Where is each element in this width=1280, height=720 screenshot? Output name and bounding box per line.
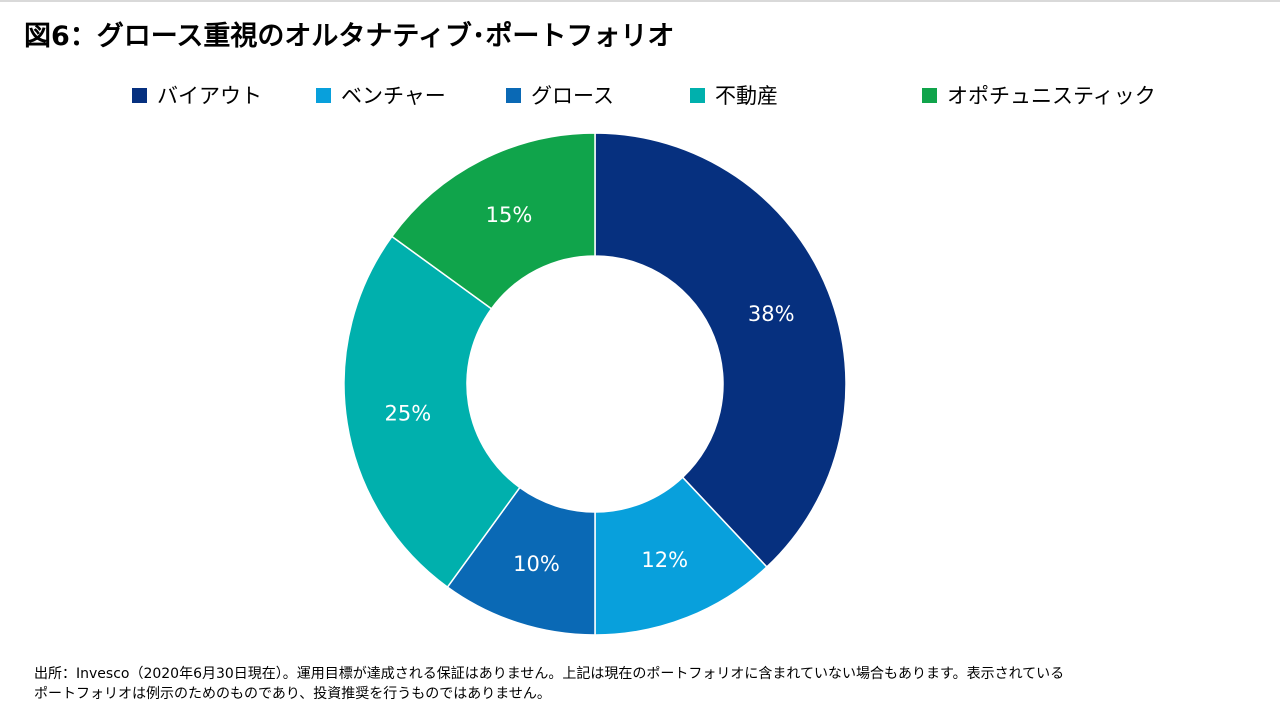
legend-swatch bbox=[132, 87, 147, 103]
legend-label: ベンチャー bbox=[341, 84, 446, 108]
donut-slice bbox=[343, 235, 521, 589]
slice-value-label: 15% bbox=[486, 203, 533, 227]
donut-slice bbox=[594, 132, 847, 569]
legend-label: バイアウト bbox=[157, 84, 262, 108]
slice-value-label: 10% bbox=[513, 552, 560, 576]
legend-label: 不動産 bbox=[715, 84, 778, 108]
legend-item: バイアウト bbox=[132, 80, 262, 110]
legend-label: オポチュニスティック bbox=[947, 84, 1156, 108]
legend-swatch bbox=[316, 87, 331, 103]
legend-item: グロース bbox=[506, 80, 614, 110]
chart-title: 図6：グロース重視のオルタナティブ･ポートフォリオ bbox=[24, 21, 675, 52]
slice-value-label: 12% bbox=[641, 548, 688, 572]
source-note: 出所：Invesco（2020年6月30日現在）。運用目標が達成される保証はあり… bbox=[34, 664, 1254, 704]
legend-swatch bbox=[922, 87, 937, 103]
legend-item: ベンチャー bbox=[316, 80, 446, 110]
legend-swatch bbox=[506, 87, 521, 103]
donut-slice bbox=[390, 132, 596, 310]
source-note-line-1: 出所：Invesco（2020年6月30日現在）。運用目標が達成される保証はあり… bbox=[34, 666, 1065, 682]
slice-value-label: 38% bbox=[748, 302, 795, 326]
source-note-line-2: ポートフォリオは例示のためのものであり、投資推奨を行うものではありません。 bbox=[34, 686, 551, 702]
legend-item: 不動産 bbox=[690, 80, 778, 110]
top-divider bbox=[0, 0, 1280, 2]
legend-swatch bbox=[690, 87, 705, 103]
chart-legend: バイアウト ベンチャー グロース 不動産 オポチュニスティック bbox=[132, 80, 1172, 110]
slice-value-label: 25% bbox=[384, 402, 431, 426]
legend-item: オポチュニスティック bbox=[922, 80, 1156, 110]
legend-label: グロース bbox=[531, 84, 614, 108]
